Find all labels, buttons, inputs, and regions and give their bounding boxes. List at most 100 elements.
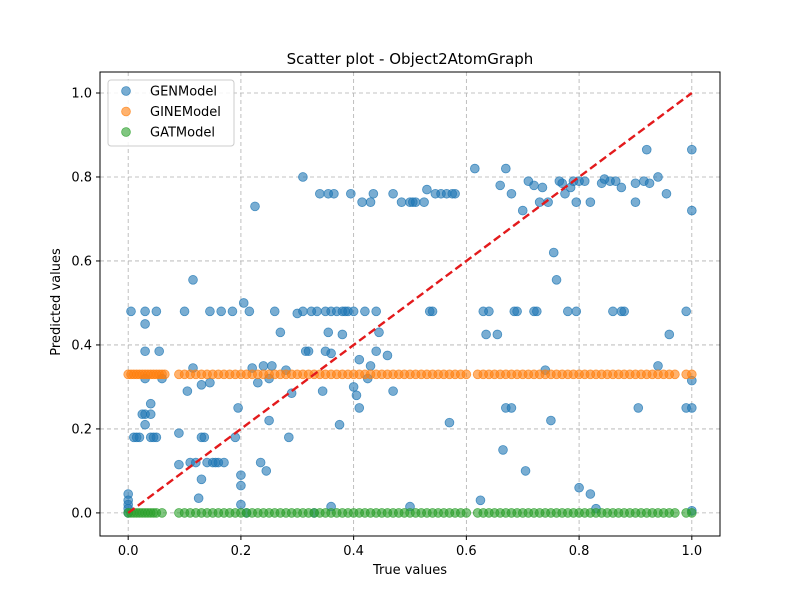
genmodel-point: [388, 188, 398, 199]
genmodel-point: [619, 306, 629, 317]
genmodel-point: [140, 419, 150, 430]
genmodel-point: [275, 327, 286, 338]
genmodel-point: [495, 180, 505, 191]
genmodel-point: [360, 306, 370, 317]
ginemodel-point: [670, 369, 680, 380]
genmodel-point: [365, 361, 376, 371]
genmodel-point: [517, 205, 528, 216]
genmodel-point: [250, 201, 260, 212]
genmodel-point: [475, 495, 486, 506]
genmodel-point: [357, 197, 367, 207]
x-tick-label: 0.0: [118, 544, 139, 559]
genmodel-point: [512, 306, 522, 317]
legend: GENModel GINEModel GATModel: [107, 79, 235, 147]
genmodel-point: [579, 176, 590, 186]
legend-marker: [121, 106, 131, 117]
genmodel-point: [450, 188, 460, 199]
genmodel-point: [315, 188, 325, 199]
genmodel-point: [236, 470, 246, 480]
ginemodel-point: [687, 369, 697, 380]
genmodel-point: [298, 172, 308, 182]
genmodel-point: [236, 480, 246, 491]
genmodel-point: [244, 306, 255, 317]
genmodel-point: [351, 390, 362, 401]
genmodel-point: [199, 432, 210, 443]
genmodel-point: [140, 306, 150, 317]
genmodel-point: [193, 493, 204, 504]
genmodel-point: [151, 306, 162, 317]
genmodel-point: [126, 306, 136, 317]
genmodel-point: [470, 163, 480, 174]
genmodel-point: [388, 386, 398, 396]
x-tick-label: 1.0: [681, 544, 702, 559]
genmodel-point: [585, 489, 596, 499]
genmodel-point: [630, 178, 641, 189]
genmodel-point: [174, 428, 184, 438]
genmodel-point: [498, 445, 508, 455]
genmodel-point: [145, 409, 156, 420]
genmodel-point: [484, 306, 494, 317]
gatmodel-point: [687, 508, 697, 518]
genmodel-point: [188, 275, 198, 285]
genmodel-point: [365, 197, 376, 207]
genmodel-point: [548, 247, 559, 258]
ginemodel-point: [160, 369, 170, 380]
genmodel-point: [348, 306, 359, 317]
genmodel-point: [317, 386, 328, 396]
genmodel-point: [154, 346, 164, 357]
genmodel-point: [687, 205, 697, 216]
x-tick-label: 0.6: [456, 544, 477, 559]
genmodel-point: [303, 346, 314, 357]
y-axis-label: Predicted values: [49, 248, 64, 356]
reference-diagonal-line: [127, 92, 693, 514]
genmodel-point: [323, 327, 334, 338]
x-tick-label: 0.2: [231, 544, 252, 559]
genmodel-point: [410, 197, 421, 207]
legend-marker: [121, 127, 131, 137]
genmodel-point: [506, 403, 517, 413]
genmodel-point: [481, 329, 491, 340]
gatmodel-point: [670, 508, 680, 518]
legend-label: GINEModel: [150, 105, 221, 120]
genmodel-point: [253, 377, 263, 388]
genmodel-point: [227, 306, 238, 317]
genmodel-point: [427, 306, 438, 317]
genmodel-point: [563, 306, 573, 317]
genmodel-point: [216, 306, 226, 317]
genmodel-point: [326, 348, 336, 359]
genmodel-point: [258, 361, 269, 371]
genmodel-point: [520, 466, 531, 476]
genmodel-point: [354, 403, 365, 413]
x-tick-label: 0.8: [569, 544, 590, 559]
genmodel-point: [641, 144, 652, 155]
genmodel-point: [312, 306, 322, 317]
genmodel-point: [182, 386, 193, 396]
genmodel-point: [653, 172, 663, 182]
genmodel-point: [269, 306, 280, 317]
genmodel-point: [374, 327, 384, 338]
genmodel-point: [179, 306, 190, 317]
gatmodel-point: [461, 508, 472, 518]
genmodel-point: [196, 380, 207, 390]
axes-frame: [99, 71, 721, 537]
x-axis-label: True values: [372, 563, 447, 578]
genmodel-point: [140, 346, 150, 357]
genmodel-point: [348, 382, 359, 392]
gatmodel-point: [157, 508, 167, 518]
genmodel-point: [219, 457, 229, 468]
genmodel-point: [174, 459, 184, 470]
genmodel-point: [371, 306, 381, 317]
genmodel-point: [298, 306, 308, 317]
genmodel-point: [205, 377, 215, 388]
genmodel-point: [337, 329, 348, 340]
genmodel-point: [329, 188, 339, 199]
genmodel-point: [444, 417, 455, 428]
y-tick-label: 0.0: [71, 506, 92, 521]
legend-label: GENModel: [150, 85, 217, 100]
genmodel-point: [560, 188, 570, 199]
genmodel-point: [396, 197, 407, 207]
genmodel-point: [630, 197, 641, 207]
genmodel-point: [134, 432, 145, 443]
genmodel-point: [501, 163, 511, 174]
